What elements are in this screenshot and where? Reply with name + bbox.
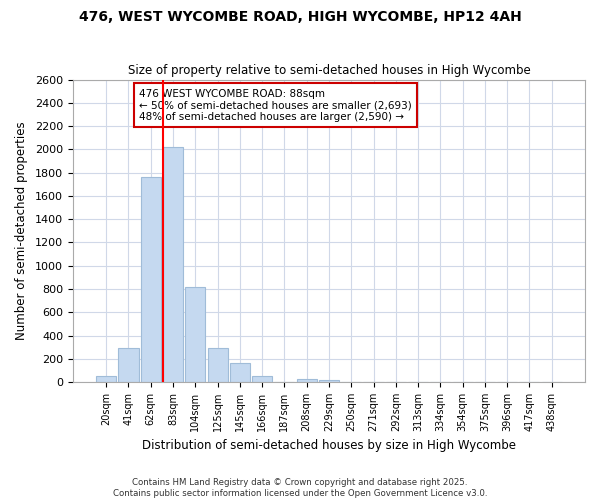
Bar (319, 380, 339, 382)
Bar (141, 178, 161, 382)
Title: Size of property relative to semi-detached houses in High Wycombe: Size of property relative to semi-detach… (128, 64, 530, 77)
Text: Contains HM Land Registry data © Crown copyright and database right 2025.
Contai: Contains HM Land Registry data © Crown c… (113, 478, 487, 498)
X-axis label: Distribution of semi-detached houses by size in High Wycombe: Distribution of semi-detached houses by … (142, 440, 516, 452)
Bar (163, 147, 183, 382)
Bar (208, 348, 227, 382)
Text: 476 WEST WYCOMBE ROAD: 88sqm
← 50% of semi-detached houses are smaller (2,693)
4: 476 WEST WYCOMBE ROAD: 88sqm ← 50% of se… (139, 88, 412, 122)
Y-axis label: Number of semi-detached properties: Number of semi-detached properties (15, 122, 28, 340)
Bar (185, 286, 205, 382)
Bar (118, 348, 139, 382)
Text: 476, WEST WYCOMBE ROAD, HIGH WYCOMBE, HP12 4AH: 476, WEST WYCOMBE ROAD, HIGH WYCOMBE, HP… (79, 10, 521, 24)
Bar (96, 376, 116, 382)
Bar (296, 378, 317, 382)
Bar (230, 364, 250, 382)
Bar (252, 376, 272, 382)
